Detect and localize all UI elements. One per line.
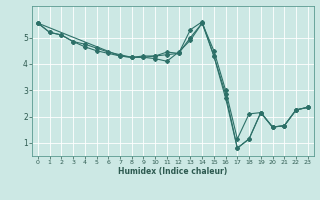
X-axis label: Humidex (Indice chaleur): Humidex (Indice chaleur): [118, 167, 228, 176]
